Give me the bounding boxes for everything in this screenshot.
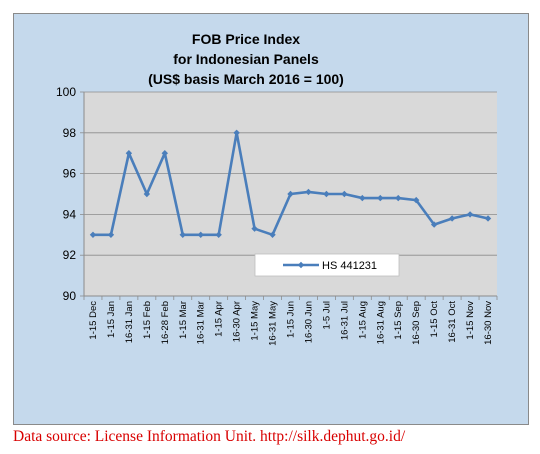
x-tick-label: 16-30 Jun	[303, 301, 314, 343]
data-point	[448, 215, 456, 222]
data-point	[125, 150, 133, 157]
y-tick-label: 98	[63, 126, 77, 140]
line-chart: FOB Price Index for Indonesian Panels (US$…	[56, 31, 498, 346]
data-point	[395, 194, 402, 202]
data-point	[484, 215, 492, 222]
chart-title-line-3: (US$ basis March 2016 = 100)	[148, 71, 344, 87]
x-tick-label: 16-30 Apr	[232, 301, 243, 342]
x-tick-label: 16-31 May	[268, 301, 279, 346]
x-tick-label: 16-30 Nov	[483, 301, 494, 345]
data-point	[305, 188, 312, 196]
x-tick-label: 16-31 Jan	[124, 301, 135, 343]
x-tick-label: 1-15 Sep	[393, 301, 404, 340]
y-tick-label: 90	[63, 289, 77, 303]
x-tick-label: 1-5 Jul	[321, 301, 332, 330]
data-point	[377, 194, 384, 202]
chart-title-line-1: FOB Price Index	[192, 31, 300, 47]
data-point	[143, 190, 151, 198]
y-tick-label: 96	[63, 167, 77, 181]
x-tick-label: 1-15 Jan	[106, 301, 117, 338]
axes	[83, 92, 497, 297]
x-tick-label: 16-31 Mar	[196, 301, 207, 344]
chart-title: FOB Price Index for Indonesian Panels (US$…	[148, 31, 344, 87]
x-tick-label: 1-15 Dec	[88, 301, 99, 340]
x-tick-label: 1-15 Nov	[465, 301, 476, 340]
chart-frame: FOB Price Index for Indonesian Panels (US$…	[13, 13, 529, 425]
data-point	[233, 129, 240, 136]
data-point	[269, 231, 276, 238]
data-point	[197, 231, 204, 238]
x-tick-label: 1-15 Aug	[357, 301, 368, 339]
data-point	[107, 231, 115, 238]
y-tick-label: 94	[63, 207, 77, 221]
data-point	[251, 225, 258, 232]
x-tick-label: 1-15 Mar	[178, 301, 189, 339]
x-tick-label: 16-28 Feb	[160, 301, 171, 344]
data-point	[412, 196, 420, 204]
y-tick-label: 92	[63, 248, 77, 262]
data-point	[359, 194, 366, 202]
x-tick-label: 1-15 Apr	[214, 301, 225, 337]
x-tick-label: 1-15 Oct	[429, 301, 440, 338]
data-point	[161, 150, 169, 157]
x-tick-label: 1-15 May	[250, 301, 261, 341]
data-point	[287, 190, 294, 198]
data-point	[323, 190, 330, 198]
x-tick-label: 1-15 Feb	[142, 301, 153, 339]
data-point	[215, 231, 222, 238]
data-point	[430, 221, 438, 228]
legend-label: HS 441231	[322, 260, 377, 272]
data-point	[341, 190, 348, 198]
x-tick-label: 16-31 Jul	[339, 301, 350, 340]
data-point	[89, 231, 97, 238]
data-point	[179, 231, 186, 238]
data-point	[466, 211, 474, 218]
legend-swatch-marker	[297, 261, 305, 269]
x-tick-label: 1-15 Jun	[286, 301, 297, 338]
series	[89, 129, 492, 238]
y-axis-ticks: 90 92 94 96 98 100	[56, 85, 76, 303]
x-tick-label: 16-31 Oct	[447, 301, 458, 343]
legend: HS 441231	[254, 253, 400, 277]
legend-box	[254, 253, 400, 277]
y-tick-label: 100	[56, 85, 76, 99]
x-tick-label: 16-31 Aug	[375, 301, 386, 344]
x-axis-ticks: 1-15 Dec 1-15 Jan 16-31 Jan 1-15 Feb 16-28 F…	[83, 296, 498, 346]
chart-title-line-2: for Indonesian Panels	[173, 51, 319, 67]
source-note: Data source: License Information Unit. h…	[13, 428, 406, 445]
x-tick-label: 16-30 Sep	[411, 301, 422, 345]
